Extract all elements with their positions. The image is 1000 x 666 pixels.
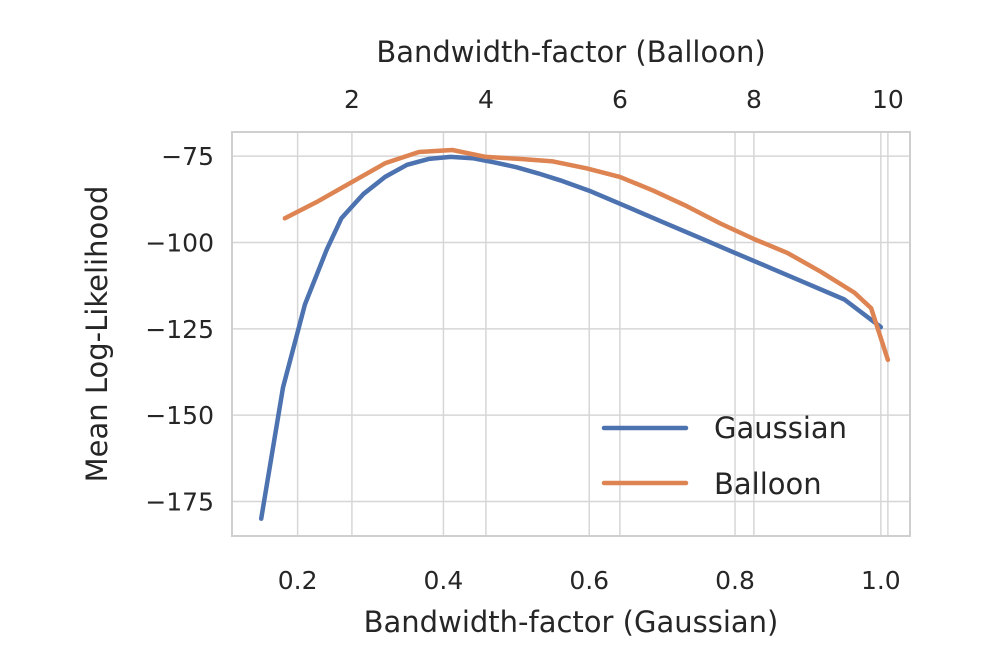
x-tick-label: 0.6: [569, 566, 609, 595]
series-layer: [258, 147, 891, 521]
x-axis-label: Bandwidth-factor (Gaussian): [364, 605, 779, 639]
legend-label-balloon: Balloon: [714, 467, 822, 501]
legend: Gaussian Balloon: [601, 411, 847, 501]
x2-tick-label: 10: [872, 85, 904, 114]
y-tick-label: −100: [145, 228, 214, 257]
y-axis-label: Mean Log-Likelihood: [80, 186, 114, 483]
x2-tick-label: 8: [746, 85, 762, 114]
legend-label-gaussian: Gaussian: [714, 411, 847, 445]
x2-tick-label: 2: [344, 85, 360, 114]
y-tick-label: −125: [145, 315, 214, 344]
series-line-gaussian: [258, 154, 884, 521]
plot-frame: [231, 131, 911, 537]
x2-tick-label: 4: [478, 85, 494, 114]
x2-axis-label: Bandwidth-factor (Balloon): [376, 35, 765, 69]
series-line-balloon: [282, 147, 891, 363]
y-tick-label: −75: [161, 142, 214, 171]
x-tick-label: 1.0: [861, 566, 901, 595]
x-tick-label: 0.8: [715, 566, 755, 595]
x2-tick-label: 6: [612, 85, 628, 114]
y-tick-label: −150: [145, 401, 214, 430]
tick-labels: 0.2 0.4 0.6 0.8 1.0 2 4 6 8 10 −75 −100 −125 −150 −175: [145, 85, 903, 595]
y-tick-label: −175: [145, 487, 214, 516]
x-tick-label: 0.2: [278, 566, 318, 595]
x-tick-label: 0.4: [424, 566, 464, 595]
